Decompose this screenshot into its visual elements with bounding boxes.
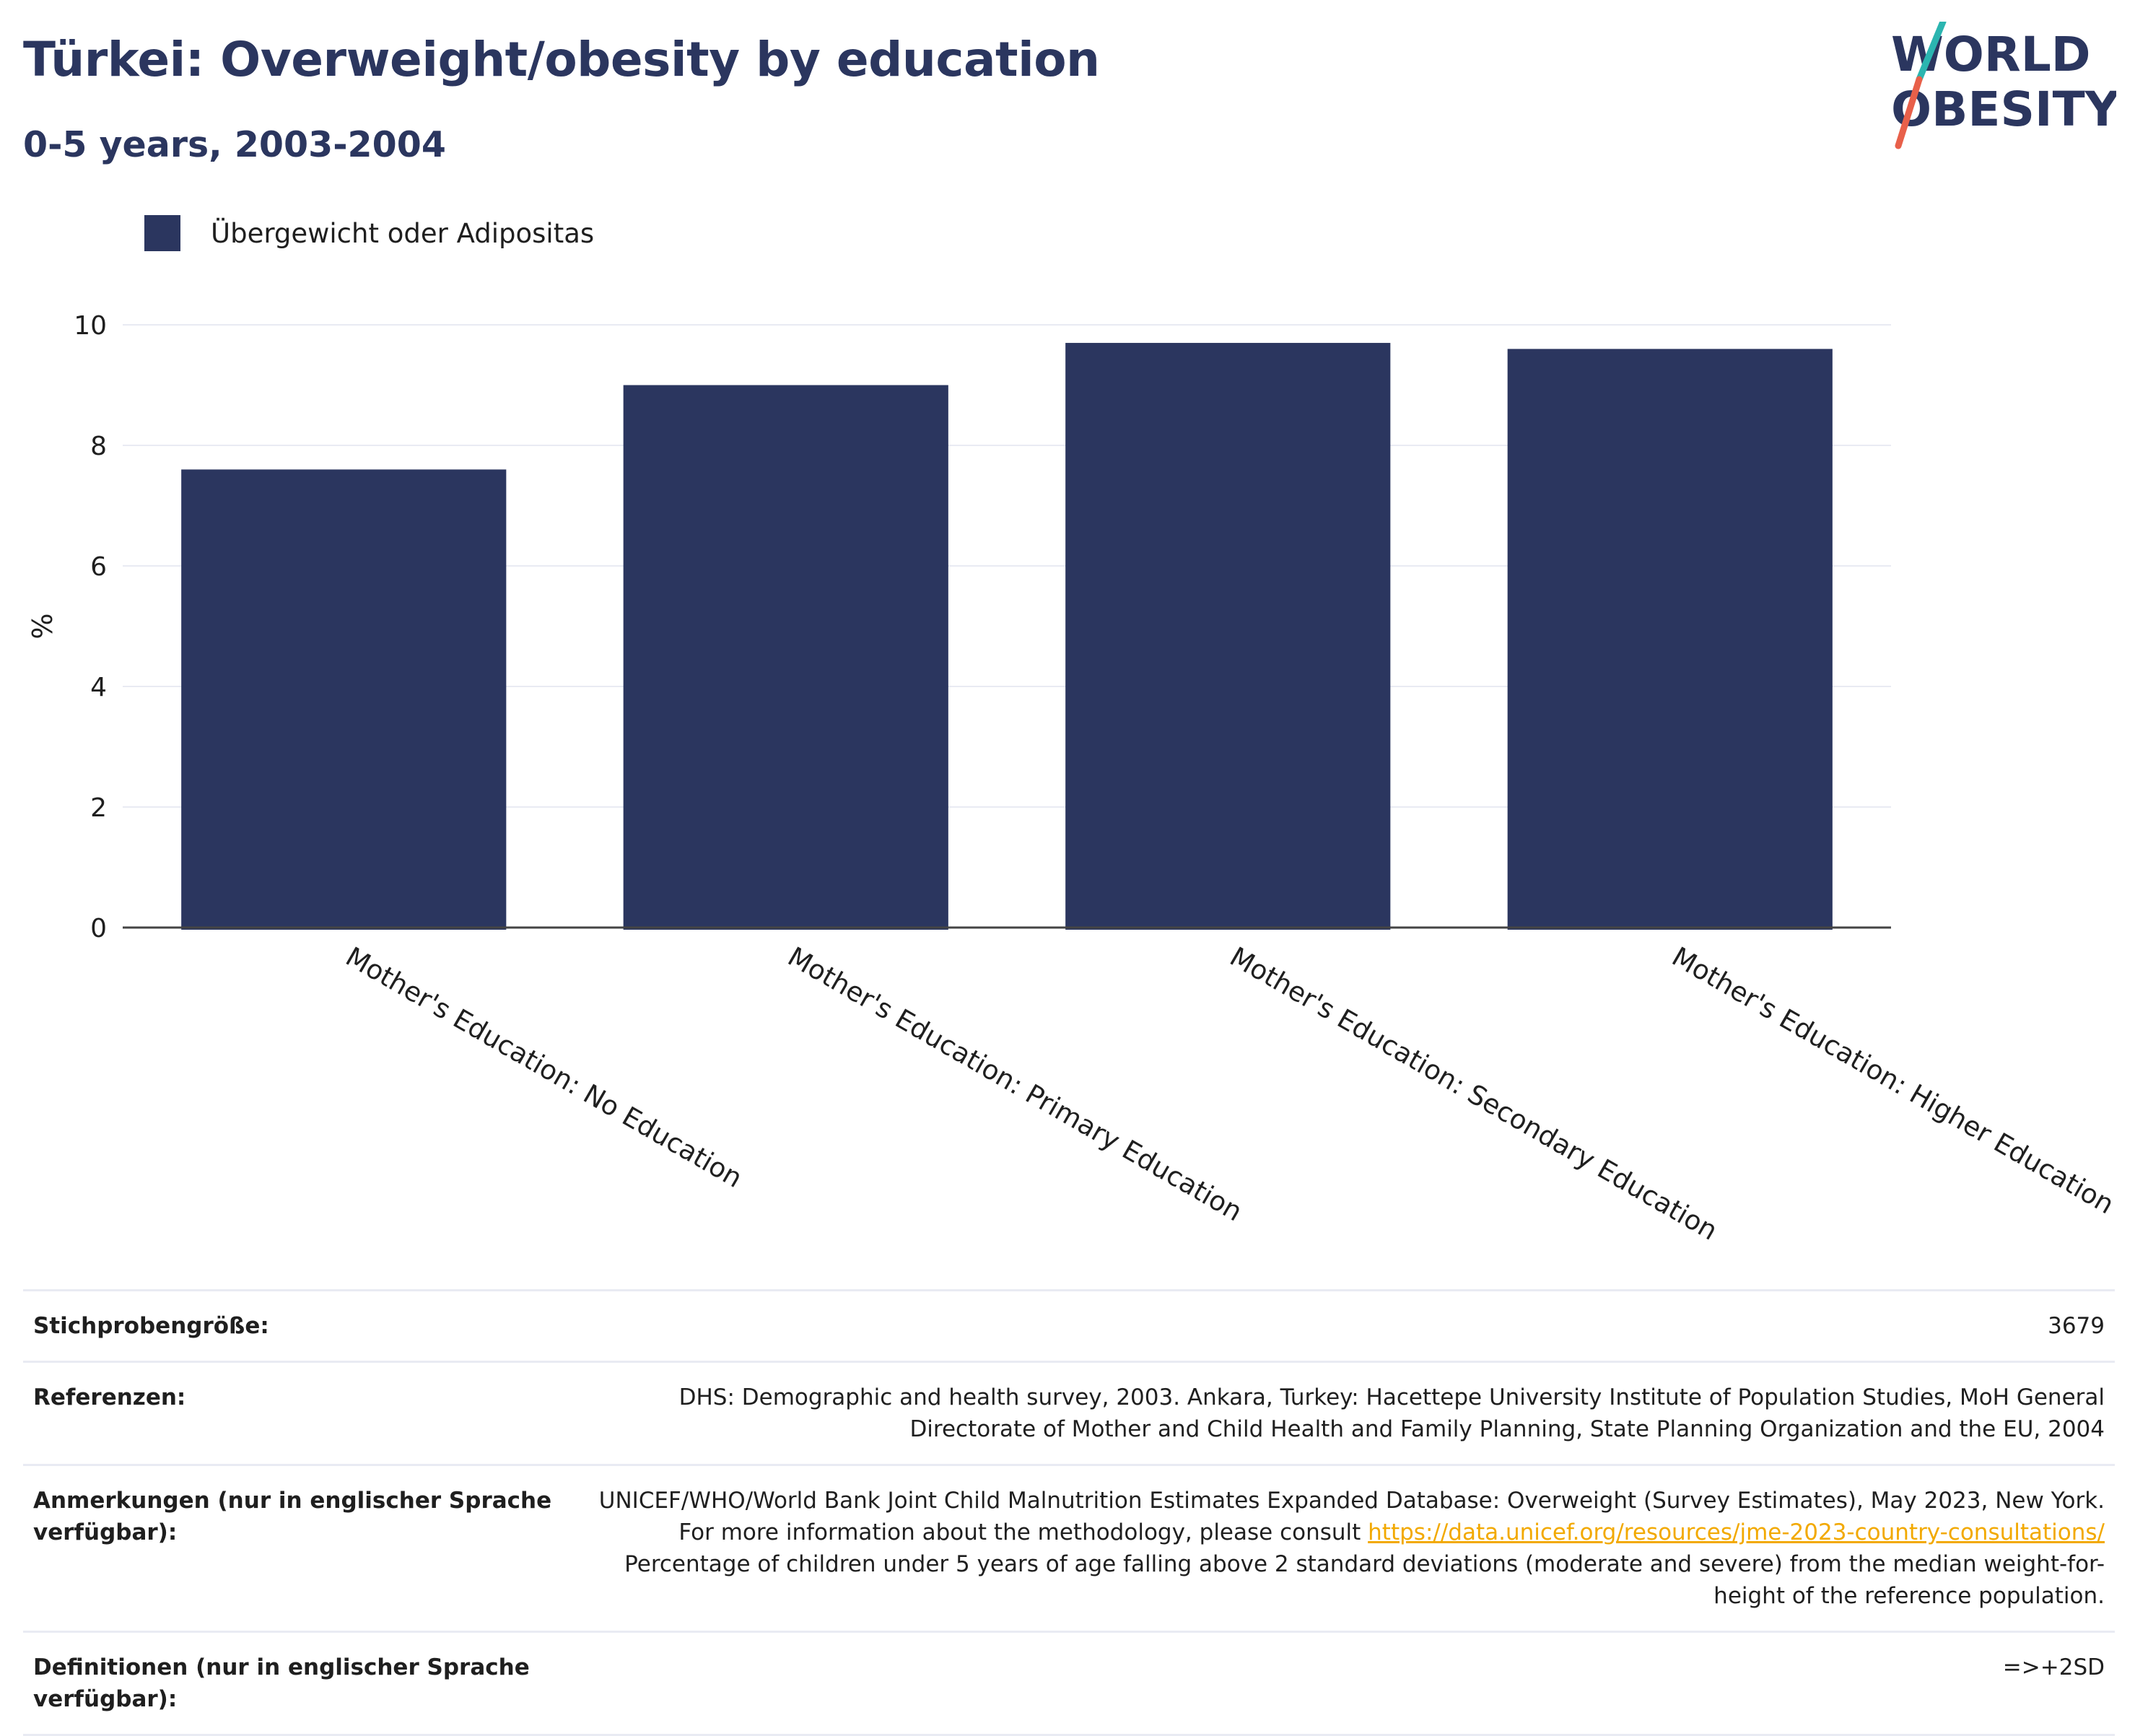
y-tick-label: 0 xyxy=(90,914,107,943)
references-value: DHS: Demographic and health survey, 2003… xyxy=(678,1384,2105,1442)
legend-swatch xyxy=(144,215,180,251)
y-tick-label: 8 xyxy=(90,432,107,461)
x-category-label: Mother's Education: No Education xyxy=(341,941,748,1194)
methodology-link[interactable]: https://data.unicef.org/resources/jme-20… xyxy=(1368,1519,2105,1545)
info-row-notes: Anmerkungen (nur in englischer Sprache v… xyxy=(23,1465,2115,1632)
logo-line2: OBESITY xyxy=(1891,82,2116,137)
info-row-sample-size: Stichprobengröße: 3679 xyxy=(23,1290,2115,1362)
notes-key: Anmerkungen (nur in englischer Sprache v… xyxy=(33,1488,552,1545)
bar xyxy=(623,385,948,930)
definitions-key: Definitionen (nur in englischer Sprache … xyxy=(33,1654,530,1712)
bar xyxy=(1507,349,1833,930)
logo-slash-bottom xyxy=(1895,76,1923,149)
bar xyxy=(181,469,507,930)
info-row-references: Referenzen: DHS: Demographic and health … xyxy=(23,1361,2115,1465)
definitions-value: =>+2SD xyxy=(2002,1654,2105,1680)
x-category-label: Mother's Education: Primary Education xyxy=(782,941,1247,1228)
chart-subtitle: 0-5 years, 2003-2004 xyxy=(23,124,446,165)
y-tick-label: 2 xyxy=(90,793,107,823)
chart-title: Türkei: Overweight/obesity by education xyxy=(23,32,1100,87)
x-category-label: Mother's Education: Secondary Education xyxy=(1225,941,1723,1247)
x-category-label: Mother's Education: Higher Education xyxy=(1667,941,2119,1221)
logo-slash-top xyxy=(1916,22,1947,83)
notes-text-after: Percentage of children under 5 years of … xyxy=(624,1551,2105,1609)
y-tick-label: 4 xyxy=(90,673,107,702)
sample-size-value: 3679 xyxy=(2048,1313,2105,1339)
info-row-definitions: Definitionen (nur in englischer Sprache … xyxy=(23,1631,2115,1735)
world-obesity-logo: WORLD OBESITY xyxy=(1891,22,2116,149)
notes-text-before: UNICEF/WHO/World Bank Joint Child Malnut… xyxy=(598,1488,2105,1545)
sample-size-key: Stichprobengröße: xyxy=(33,1313,269,1339)
legend: Übergewicht oder Adipositas xyxy=(144,214,594,252)
y-tick-label: 6 xyxy=(90,552,107,582)
info-table: Stichprobengröße: 3679 Referenzen: DHS: … xyxy=(23,1289,2115,1736)
y-axis-title: % xyxy=(27,613,58,639)
y-tick-label: 10 xyxy=(74,311,107,341)
notes-value: UNICEF/WHO/World Bank Joint Child Malnut… xyxy=(563,1465,2115,1632)
references-key: Referenzen: xyxy=(33,1384,186,1410)
bar xyxy=(1065,343,1391,930)
legend-label: Übergewicht oder Adipositas xyxy=(211,217,595,249)
